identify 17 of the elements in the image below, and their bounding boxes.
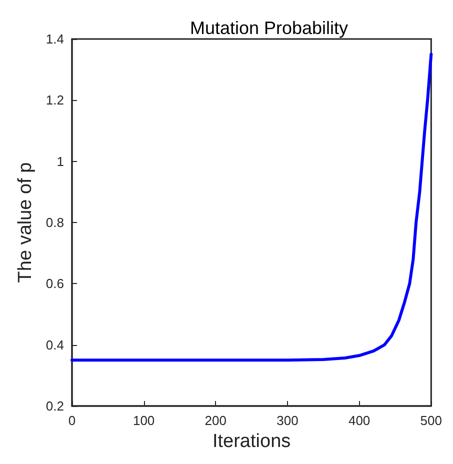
- x-tick-label: 400: [348, 413, 370, 428]
- x-axis-title: Iterations: [212, 431, 291, 452]
- y-tick-label: 1.4: [46, 32, 64, 46]
- y-axis-title: The value of p: [15, 162, 36, 283]
- x-tick-label: 300: [276, 413, 298, 428]
- y-tick-label: 0.6: [46, 276, 64, 292]
- line-series: [70, 52, 433, 362]
- y-tick-label: 1: [56, 154, 64, 169]
- y-tick-label: 1.2: [46, 92, 64, 108]
- y-tick-label: 0.8: [46, 215, 64, 230]
- chart-title: Mutation Probability: [190, 18, 348, 38]
- x-tick-label: 500: [420, 413, 442, 428]
- x-tick-label: 200: [204, 413, 226, 428]
- x-tick-label: 0: [68, 413, 76, 428]
- y-tick-label: 0.2: [46, 398, 64, 414]
- y-tick-label: 0.4: [46, 337, 64, 352]
- x-tick-label: 100: [132, 413, 155, 428]
